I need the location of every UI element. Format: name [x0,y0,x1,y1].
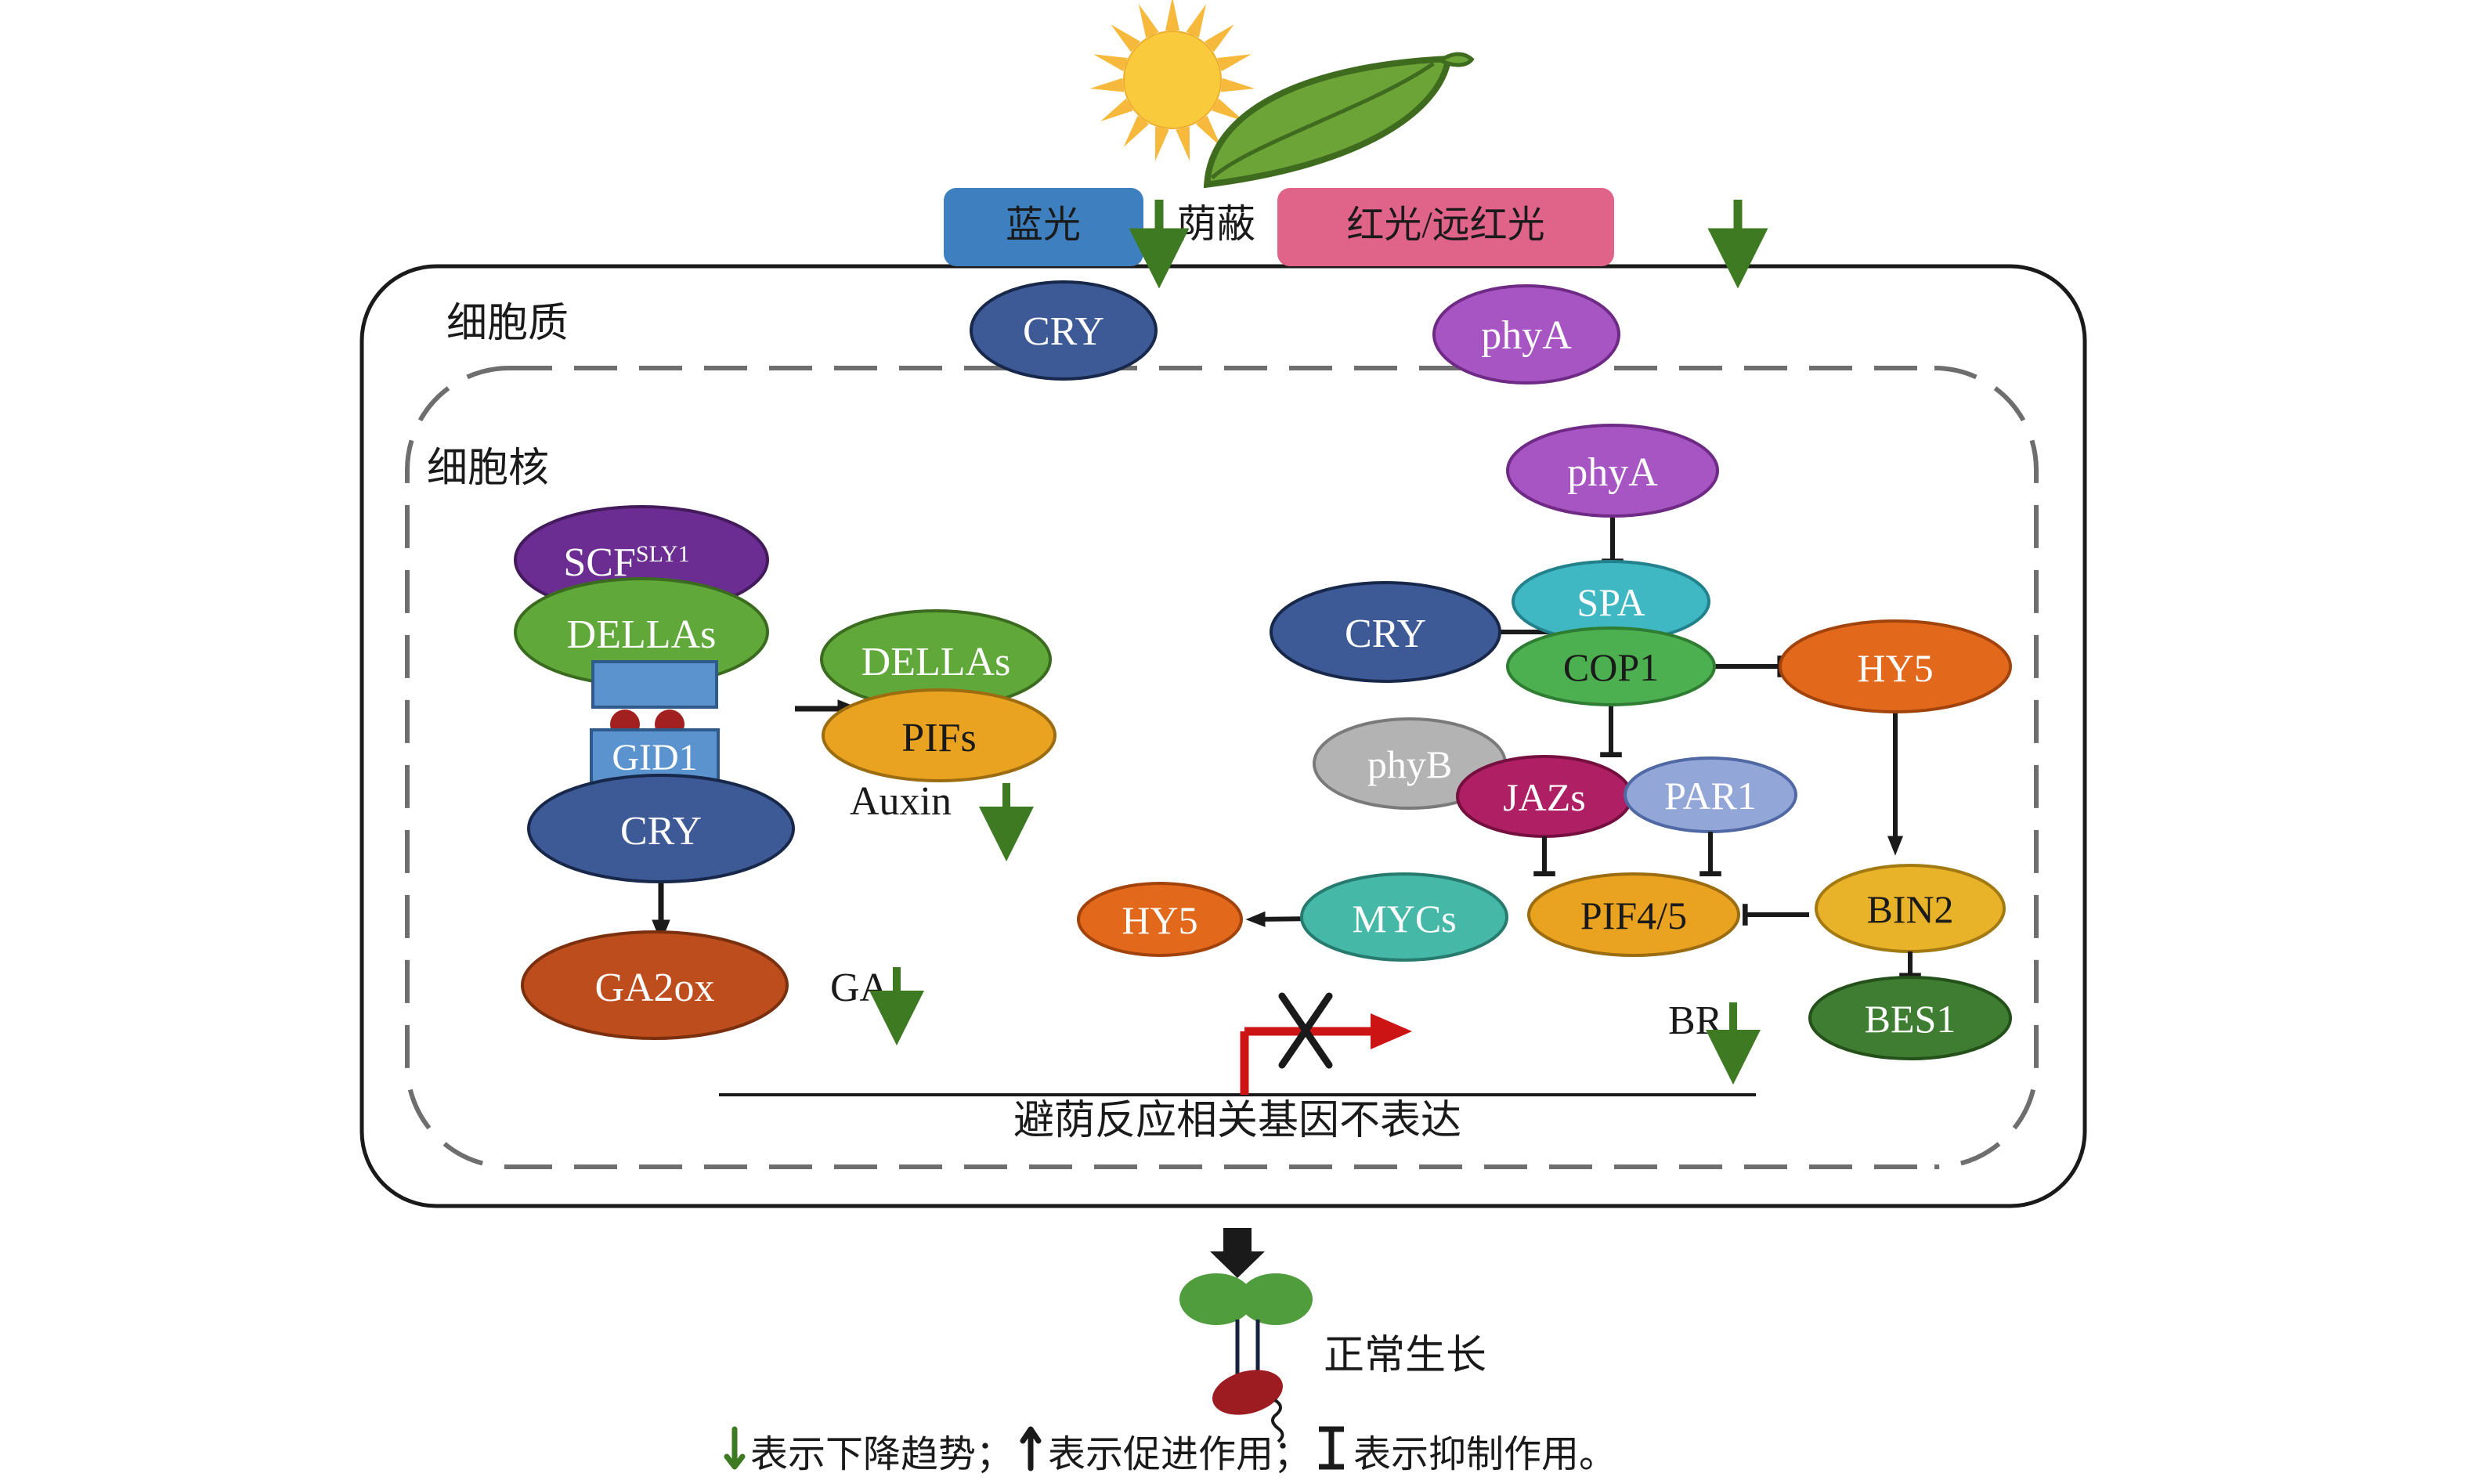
svg-text:表示抑制作用。: 表示抑制作用。 [1353,1434,1616,1475]
svg-text:phyB: phyB [1367,742,1452,786]
svg-text:MYCs: MYCs [1352,897,1456,941]
svg-text:避荫反应相关基因不表达: 避荫反应相关基因不表达 [1013,1099,1461,1143]
svg-text:BIN2: BIN2 [1866,887,1953,931]
svg-text:JAZs: JAZs [1503,775,1586,819]
svg-text:GA2ox: GA2ox [594,966,714,1010]
svg-text:phyA: phyA [1567,450,1658,495]
svg-text:细胞质: 细胞质 [446,301,569,346]
svg-text:CRY: CRY [1345,612,1426,656]
svg-text:COP1: COP1 [1563,645,1659,689]
svg-text:BES1: BES1 [1865,997,1956,1041]
svg-text:PIF4/5: PIF4/5 [1580,894,1687,937]
svg-text:HY5: HY5 [1857,646,1933,690]
svg-text:表示下降趋势；: 表示下降趋势； [750,1434,1013,1475]
svg-text:SPA: SPA [1577,580,1645,624]
svg-text:BR: BR [1668,998,1723,1043]
svg-text:CRY: CRY [620,809,702,854]
svg-text:细胞核: 细胞核 [427,446,549,491]
svg-text:HY5: HY5 [1122,898,1197,942]
svg-text:DELLAs: DELLAs [861,640,1011,684]
svg-text:正常生长: 正常生长 [1324,1334,1486,1378]
svg-text:CRY: CRY [1023,309,1104,354]
svg-text:荫蔽: 荫蔽 [1177,202,1255,246]
svg-text:PAR1: PAR1 [1664,774,1757,818]
svg-text:PIFs: PIFs [901,716,976,760]
svg-text:红光/远红光: 红光/远红光 [1346,204,1544,246]
svg-text:GID1: GID1 [612,737,697,778]
svg-text:蓝光: 蓝光 [1006,204,1081,246]
svg-text:GA: GA [830,966,890,1010]
svg-text:Auxin: Auxin [850,779,952,824]
svg-text:表示促进作用；: 表示促进作用； [1048,1434,1311,1475]
svg-text:phyA: phyA [1481,313,1572,358]
svg-text:DELLAs: DELLAs [567,612,717,657]
